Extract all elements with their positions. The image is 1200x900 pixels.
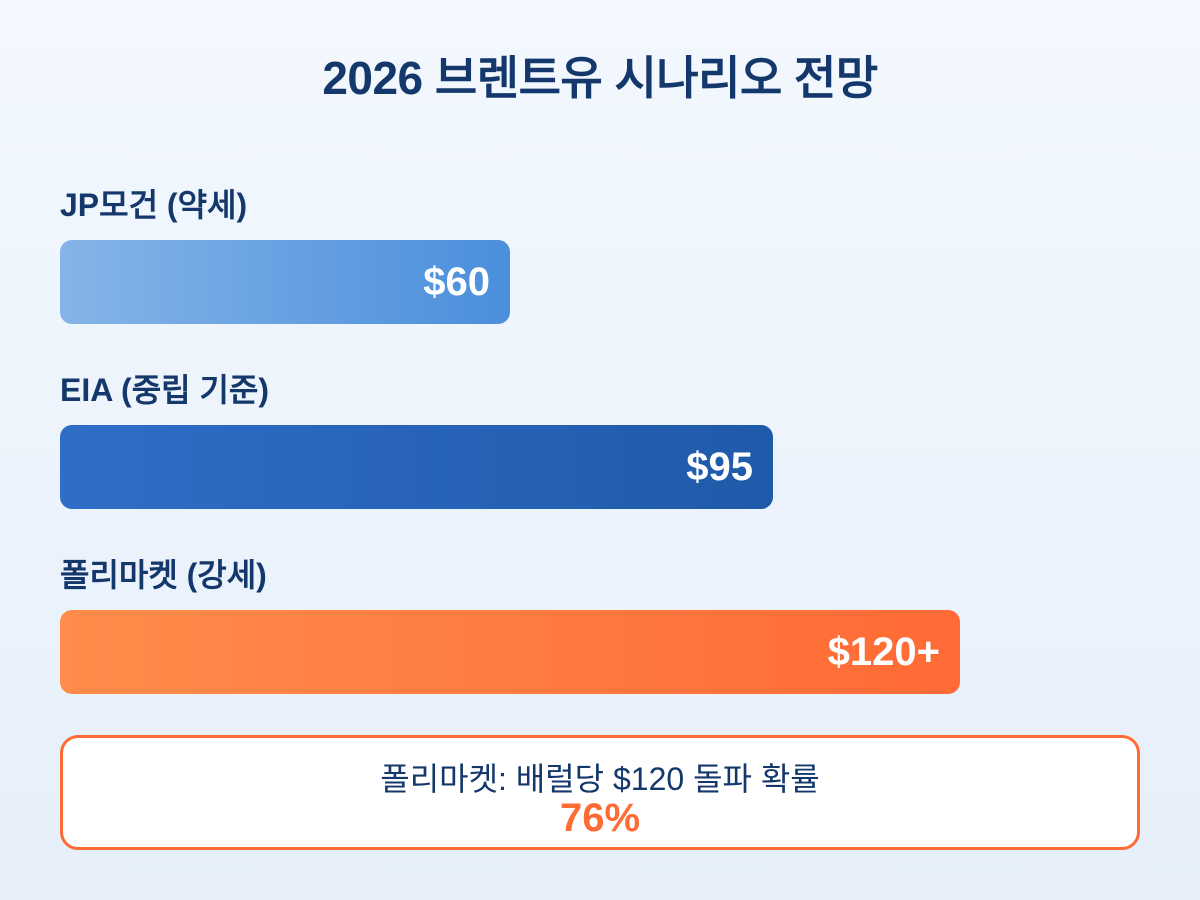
bar-value-label: $95	[686, 444, 753, 489]
category-label: JP모건 (약세)	[60, 187, 248, 223]
bar-value-label: $60	[423, 259, 490, 304]
callout-text: 폴리마켓: 배럴당 $120 돌파 확률	[380, 761, 820, 797]
bar-value-label: $120+	[827, 629, 940, 674]
bar: $120+	[60, 610, 960, 694]
category-label: EIA (중립 기준)	[60, 372, 270, 408]
chart-title: 2026 브렌트유 시나리오 전망	[322, 52, 878, 104]
category-label: 폴리마켓 (강세)	[60, 557, 267, 593]
callout-value: 76%	[559, 796, 641, 840]
bar: $95	[60, 425, 773, 509]
bar: $60	[60, 240, 510, 324]
bar-chart: JP모건 (약세) $60 EIA (중립 기준) $95 폴리마켓 (강세) $120+	[60, 187, 960, 694]
probability-callout: 폴리마켓: 배럴당 $120 돌파 확률 76%	[60, 735, 1140, 850]
